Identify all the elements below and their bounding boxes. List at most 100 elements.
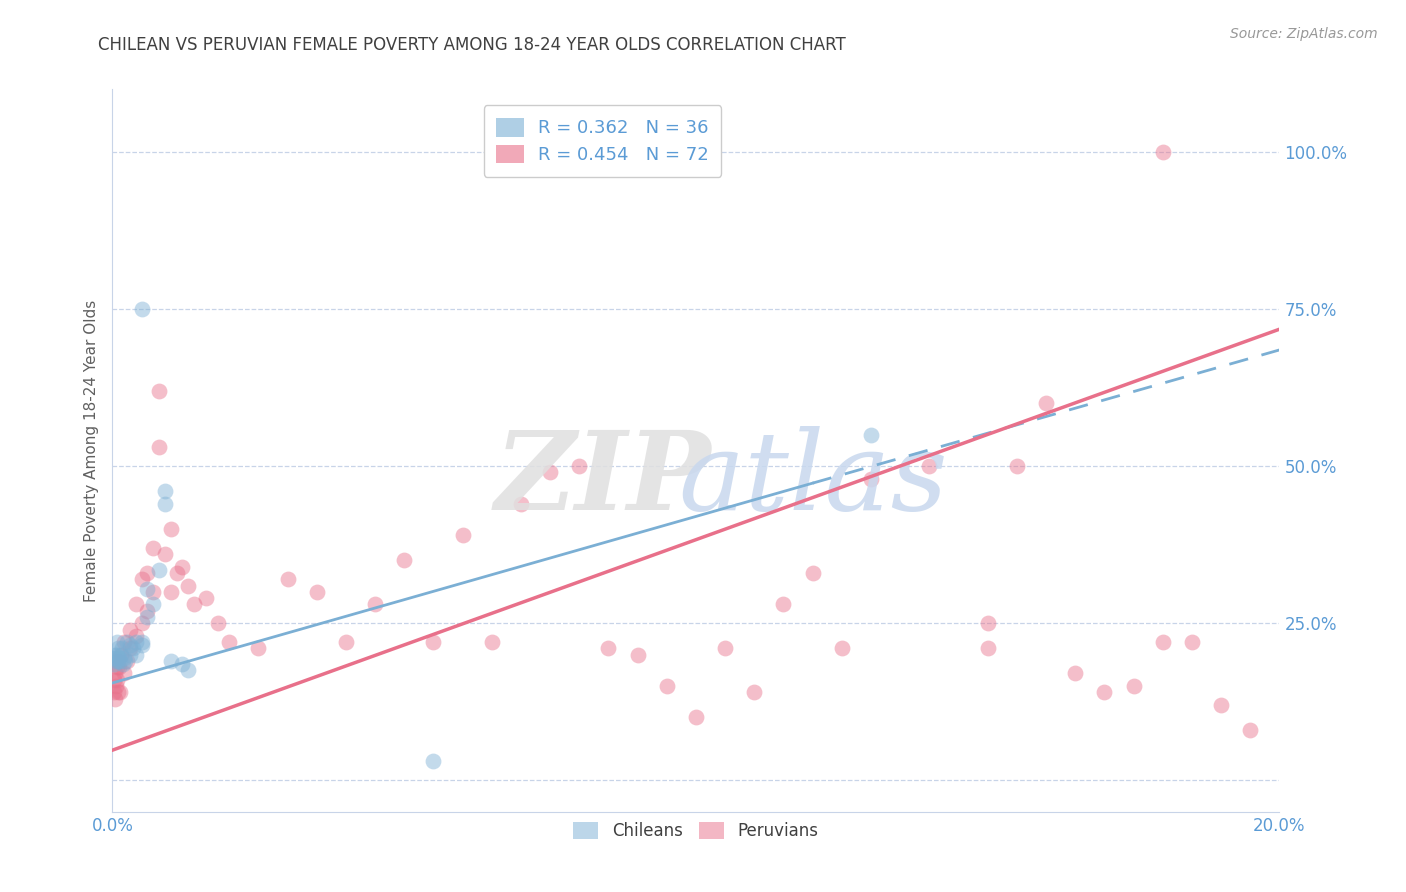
Point: [598, 641, 620, 656]
Point: [103, 673, 125, 687]
Point: [1094, 685, 1116, 699]
Point: [172, 657, 194, 671]
Point: [142, 541, 165, 555]
Text: atlas: atlas: [678, 425, 948, 533]
Point: [1064, 666, 1087, 681]
Point: [976, 641, 998, 656]
Point: [177, 578, 200, 592]
Point: [207, 616, 229, 631]
Legend: Chileans, Peruvians: Chileans, Peruvians: [567, 815, 825, 847]
Point: [160, 654, 183, 668]
Point: [125, 598, 148, 612]
Point: [136, 566, 159, 580]
Point: [125, 648, 148, 662]
Point: [801, 566, 824, 580]
Point: [108, 654, 131, 668]
Point: [118, 641, 141, 656]
Point: [194, 591, 217, 606]
Point: [131, 572, 153, 586]
Point: [115, 635, 138, 649]
Point: [131, 616, 153, 631]
Point: [976, 616, 998, 631]
Point: [1152, 635, 1174, 649]
Point: [125, 629, 148, 643]
Point: [111, 657, 134, 671]
Point: [115, 654, 138, 668]
Y-axis label: Female Poverty Among 18-24 Year Olds: Female Poverty Among 18-24 Year Olds: [83, 300, 98, 601]
Point: [148, 563, 170, 577]
Text: CHILEAN VS PERUVIAN FEMALE POVERTY AMONG 18-24 YEAR OLDS CORRELATION CHART: CHILEAN VS PERUVIAN FEMALE POVERTY AMONG…: [98, 36, 846, 54]
Point: [509, 497, 531, 511]
Point: [247, 641, 270, 656]
Point: [481, 635, 503, 649]
Point: [148, 384, 170, 398]
Point: [110, 648, 132, 662]
Point: [131, 638, 153, 652]
Point: [451, 528, 474, 542]
Point: [1152, 145, 1174, 159]
Point: [107, 641, 129, 656]
Point: [105, 673, 128, 687]
Point: [218, 635, 240, 649]
Point: [112, 650, 135, 665]
Point: [112, 635, 135, 649]
Point: [1181, 635, 1204, 649]
Point: [142, 598, 165, 612]
Point: [105, 635, 128, 649]
Point: [110, 648, 132, 662]
Point: [104, 654, 127, 668]
Point: [111, 641, 134, 656]
Point: [1035, 396, 1057, 410]
Point: [107, 654, 129, 668]
Point: [153, 497, 176, 511]
Point: [107, 685, 129, 699]
Point: [1239, 723, 1261, 737]
Point: [685, 710, 707, 724]
Point: [183, 598, 205, 612]
Point: [153, 547, 176, 561]
Point: [860, 472, 883, 486]
Point: [118, 638, 141, 652]
Point: [422, 755, 444, 769]
Point: [107, 654, 129, 668]
Point: [131, 635, 153, 649]
Point: [108, 660, 131, 674]
Point: [103, 650, 125, 665]
Point: [104, 648, 127, 662]
Point: [177, 664, 200, 678]
Text: ZIP: ZIP: [495, 425, 711, 533]
Point: [136, 610, 159, 624]
Point: [160, 584, 183, 599]
Point: [136, 582, 159, 596]
Point: [422, 635, 444, 649]
Point: [105, 660, 128, 674]
Point: [305, 584, 328, 599]
Point: [112, 666, 135, 681]
Point: [1122, 679, 1144, 693]
Point: [831, 641, 853, 656]
Point: [714, 641, 737, 656]
Point: [131, 302, 153, 317]
Point: [125, 635, 148, 649]
Point: [104, 650, 127, 665]
Point: [538, 466, 561, 480]
Point: [103, 685, 125, 699]
Point: [172, 559, 194, 574]
Point: [742, 685, 765, 699]
Point: [627, 648, 650, 662]
Point: [1005, 459, 1028, 474]
Point: [655, 679, 678, 693]
Point: [105, 648, 128, 662]
Point: [108, 650, 131, 665]
Point: [118, 648, 141, 662]
Point: [104, 691, 127, 706]
Point: [136, 604, 159, 618]
Point: [166, 566, 188, 580]
Point: [153, 484, 176, 499]
Point: [118, 623, 141, 637]
Point: [122, 641, 145, 656]
Point: [114, 654, 136, 668]
Point: [108, 685, 131, 699]
Point: [568, 459, 591, 474]
Point: [142, 584, 165, 599]
